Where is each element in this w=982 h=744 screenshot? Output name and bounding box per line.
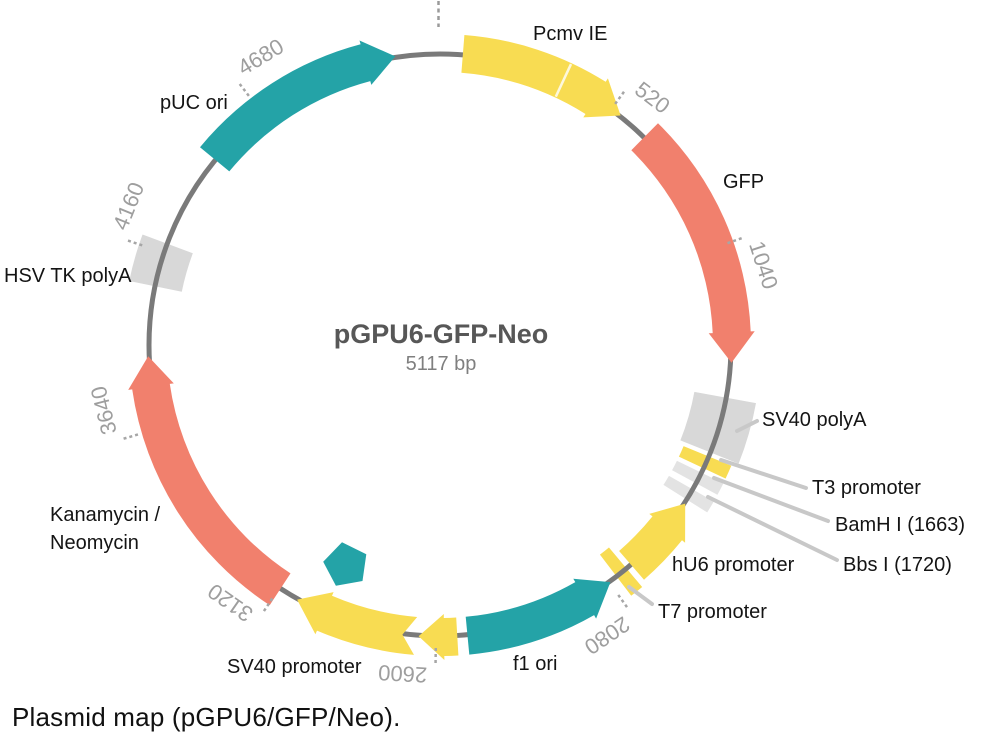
leader-bbsi-site [706, 495, 839, 562]
label-kan-neo-line2: Neomycin [50, 532, 139, 554]
pentagon-marker [323, 542, 367, 586]
figure-caption: Plasmid map (pGPU6/GFP/Neo). [12, 702, 401, 732]
feature-pcmv-ie [461, 35, 621, 118]
label-f1-ori: f1 ori [513, 653, 557, 675]
tick-dash-3640 [122, 433, 139, 441]
leader-t3-promoter [719, 458, 808, 490]
tick-label-2080: 2080 [580, 612, 635, 660]
tick-dash-1040 [727, 236, 744, 245]
feature-kan-neo [128, 356, 291, 606]
tick-dash-4680 [238, 82, 250, 97]
label-t7-promoter: T7 promoter [658, 601, 767, 623]
feature-sv40-promoter [297, 592, 418, 655]
label-sv40-promoter: SV40 promoter [227, 656, 362, 678]
label-sv40-polya: SV40 polyA [762, 409, 867, 431]
label-hu6-promoter: hU6 promoter [672, 554, 795, 576]
tick-label-4680: 4680 [233, 34, 288, 81]
tick-dash-3120 [262, 597, 274, 613]
leader-bamhi-site [712, 476, 830, 523]
tick-label-4160: 4160 [108, 179, 150, 234]
plasmid-size: 5117 bp [406, 353, 477, 375]
label-gfp: GFP [723, 171, 764, 193]
tick-label-520: 520 [630, 77, 674, 119]
tick-dash-2080 [617, 594, 629, 609]
label-pcmv-ie: Pcmv IE [533, 23, 607, 45]
label-puc-ori: pUC ori [160, 92, 228, 114]
label-kan-neo-line1: Kanamycin / [50, 504, 160, 526]
plasmid-name: pGPU6-GFP-Neo [334, 319, 549, 349]
feature-hu6-promoter [619, 503, 686, 580]
label-hsv-tk-polya: HSV TK polyA [4, 265, 132, 287]
leader-sv40-polya [735, 419, 759, 433]
feature-gfp [631, 123, 755, 363]
leader-t7-promoter [627, 585, 654, 606]
feature-puc-ori [200, 40, 396, 172]
tick-label-3640: 3640 [86, 384, 122, 438]
feature-sv40-mini-arrow [418, 614, 459, 660]
tick-label-1040: 1040 [744, 238, 783, 292]
label-bbsi-site: Bbs I (1720) [843, 554, 952, 576]
tick-dash-520 [614, 90, 626, 105]
feature-f1-ori [465, 578, 611, 655]
tick-dash-4160 [126, 239, 143, 247]
tick-label-2600: 2600 [378, 660, 428, 688]
label-bamhi-site: BamH I (1663) [835, 514, 965, 536]
label-t3-promoter: T3 promoter [812, 477, 921, 499]
feature-divider-pcmv-ie [554, 63, 573, 98]
